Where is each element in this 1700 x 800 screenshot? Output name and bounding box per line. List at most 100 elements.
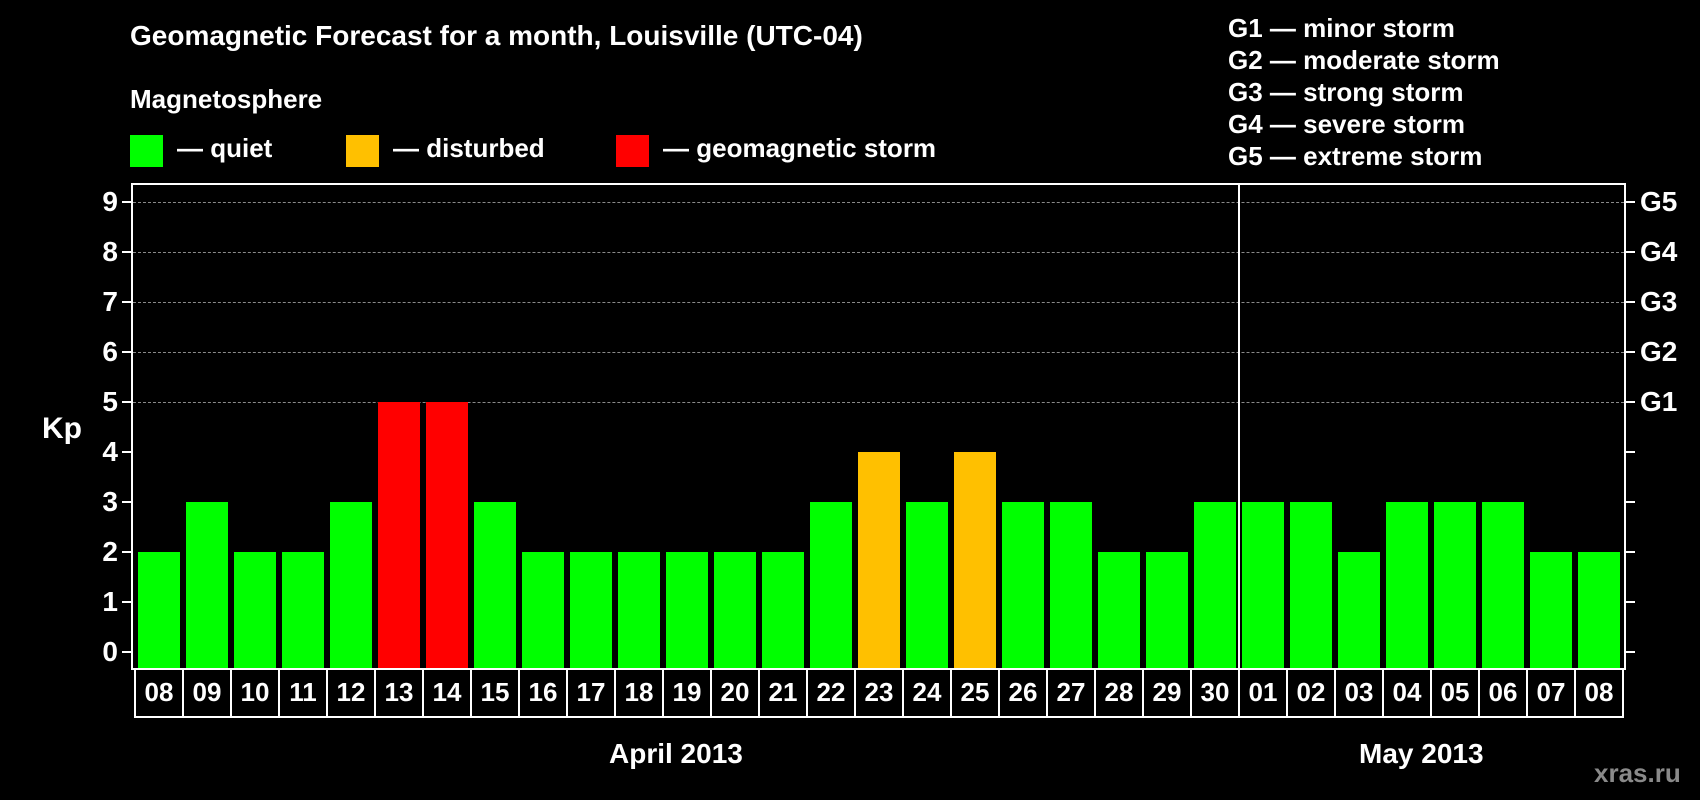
month-divider — [1238, 183, 1240, 668]
date-cell: 26 — [998, 668, 1046, 716]
date-cell: 14 — [422, 668, 470, 716]
date-cell: 21 — [758, 668, 806, 716]
date-cell: 24 — [902, 668, 950, 716]
legend-label-quiet: — quiet — [177, 133, 273, 163]
g-level-label: G1 — [1640, 386, 1678, 417]
right-tick — [1626, 651, 1635, 653]
legend-swatch-storm — [616, 135, 649, 167]
y-tick — [122, 201, 131, 203]
date-cell: 25 — [950, 668, 998, 716]
date-cell: 12 — [326, 668, 374, 716]
date-cell: 06 — [1478, 668, 1526, 716]
y-tick — [122, 551, 131, 553]
kp-bar — [1578, 552, 1620, 668]
y-tick-label: 1 — [102, 586, 118, 617]
gridline — [133, 352, 1624, 353]
y-tick — [122, 601, 131, 603]
kp-bar — [858, 452, 900, 668]
kp-bar — [1530, 552, 1572, 668]
date-cell: 19 — [662, 668, 710, 716]
g-level-label: G4 — [1640, 236, 1678, 267]
y-tick-label: 4 — [102, 436, 118, 467]
right-tick — [1626, 401, 1635, 403]
kp-bar — [1338, 552, 1380, 668]
kp-bar — [378, 402, 420, 668]
kp-bar — [1290, 502, 1332, 668]
g-level-label: G5 — [1640, 186, 1678, 217]
watermark: xras.ru — [1594, 758, 1681, 788]
kp-bar — [570, 552, 612, 668]
kp-bar — [1242, 502, 1284, 668]
date-cell: 16 — [518, 668, 566, 716]
y-tick — [122, 301, 131, 303]
date-cell: 18 — [614, 668, 662, 716]
y-tick-label: 5 — [102, 386, 118, 417]
date-cell: 09 — [182, 668, 230, 716]
kp-bar — [1194, 502, 1236, 668]
y-axis-label: Kp — [42, 412, 82, 445]
date-cell: 04 — [1382, 668, 1430, 716]
kp-bar — [1482, 502, 1524, 668]
date-cell: 23 — [854, 668, 902, 716]
y-tick-label: 6 — [102, 336, 118, 367]
kp-bar — [522, 552, 564, 668]
kp-bar — [762, 552, 804, 668]
y-tick-label: 2 — [102, 536, 118, 567]
kp-bar — [618, 552, 660, 668]
date-cell: 13 — [374, 668, 422, 716]
month-label-may: May 2013 — [1359, 738, 1484, 769]
right-tick — [1626, 251, 1635, 253]
kp-bar — [282, 552, 324, 668]
date-cell: 27 — [1046, 668, 1094, 716]
g-level-label: G3 — [1640, 286, 1678, 317]
gridline — [133, 302, 1624, 303]
kp-bar — [666, 552, 708, 668]
y-tick — [122, 501, 131, 503]
g-legend-item: G5 — extreme storm — [1228, 141, 1483, 171]
y-tick — [122, 351, 131, 353]
chart-title: Geomagnetic Forecast for a month, Louisv… — [130, 20, 863, 51]
kp-bar — [906, 502, 948, 668]
date-cell: 05 — [1430, 668, 1478, 716]
y-tick-label: 9 — [102, 186, 118, 217]
g-legend-item: G1 — minor storm — [1228, 13, 1455, 43]
month-label-april: April 2013 — [609, 738, 743, 769]
kp-bar — [1146, 552, 1188, 668]
date-cell: 11 — [278, 668, 326, 716]
y-tick-label: 7 — [102, 286, 118, 317]
g-legend-item: G2 — moderate storm — [1228, 45, 1500, 75]
kp-bar — [234, 552, 276, 668]
legend-label-storm: — geomagnetic storm — [663, 133, 937, 163]
legend-swatch-disturbed — [346, 135, 379, 167]
date-cell: 08 — [134, 668, 182, 716]
kp-bar — [1386, 502, 1428, 668]
right-tick — [1626, 351, 1635, 353]
date-cell: 07 — [1526, 668, 1574, 716]
kp-bar — [1434, 502, 1476, 668]
y-tick — [122, 651, 131, 653]
date-cell: 29 — [1142, 668, 1190, 716]
kp-bar — [1098, 552, 1140, 668]
g-legend-item: G4 — severe storm — [1228, 109, 1466, 139]
gridline — [133, 402, 1624, 403]
right-tick — [1626, 201, 1635, 203]
kp-bar — [1002, 502, 1044, 668]
date-cell: 10 — [230, 668, 278, 716]
right-tick — [1626, 451, 1635, 453]
date-cell: 30 — [1190, 668, 1238, 716]
gridline — [133, 252, 1624, 253]
date-cell: 01 — [1238, 668, 1286, 716]
date-cell: 08 — [1574, 668, 1624, 716]
right-tick — [1626, 301, 1635, 303]
date-cell: 28 — [1094, 668, 1142, 716]
kp-bar — [714, 552, 756, 668]
legend-swatch-quiet — [130, 135, 163, 167]
y-tick — [122, 451, 131, 453]
kp-bar — [186, 502, 228, 668]
y-tick — [122, 401, 131, 403]
date-cell: 20 — [710, 668, 758, 716]
y-tick-label: 3 — [102, 486, 118, 517]
right-tick — [1626, 551, 1635, 553]
kp-bar — [810, 502, 852, 668]
g-level-label: G2 — [1640, 336, 1678, 367]
